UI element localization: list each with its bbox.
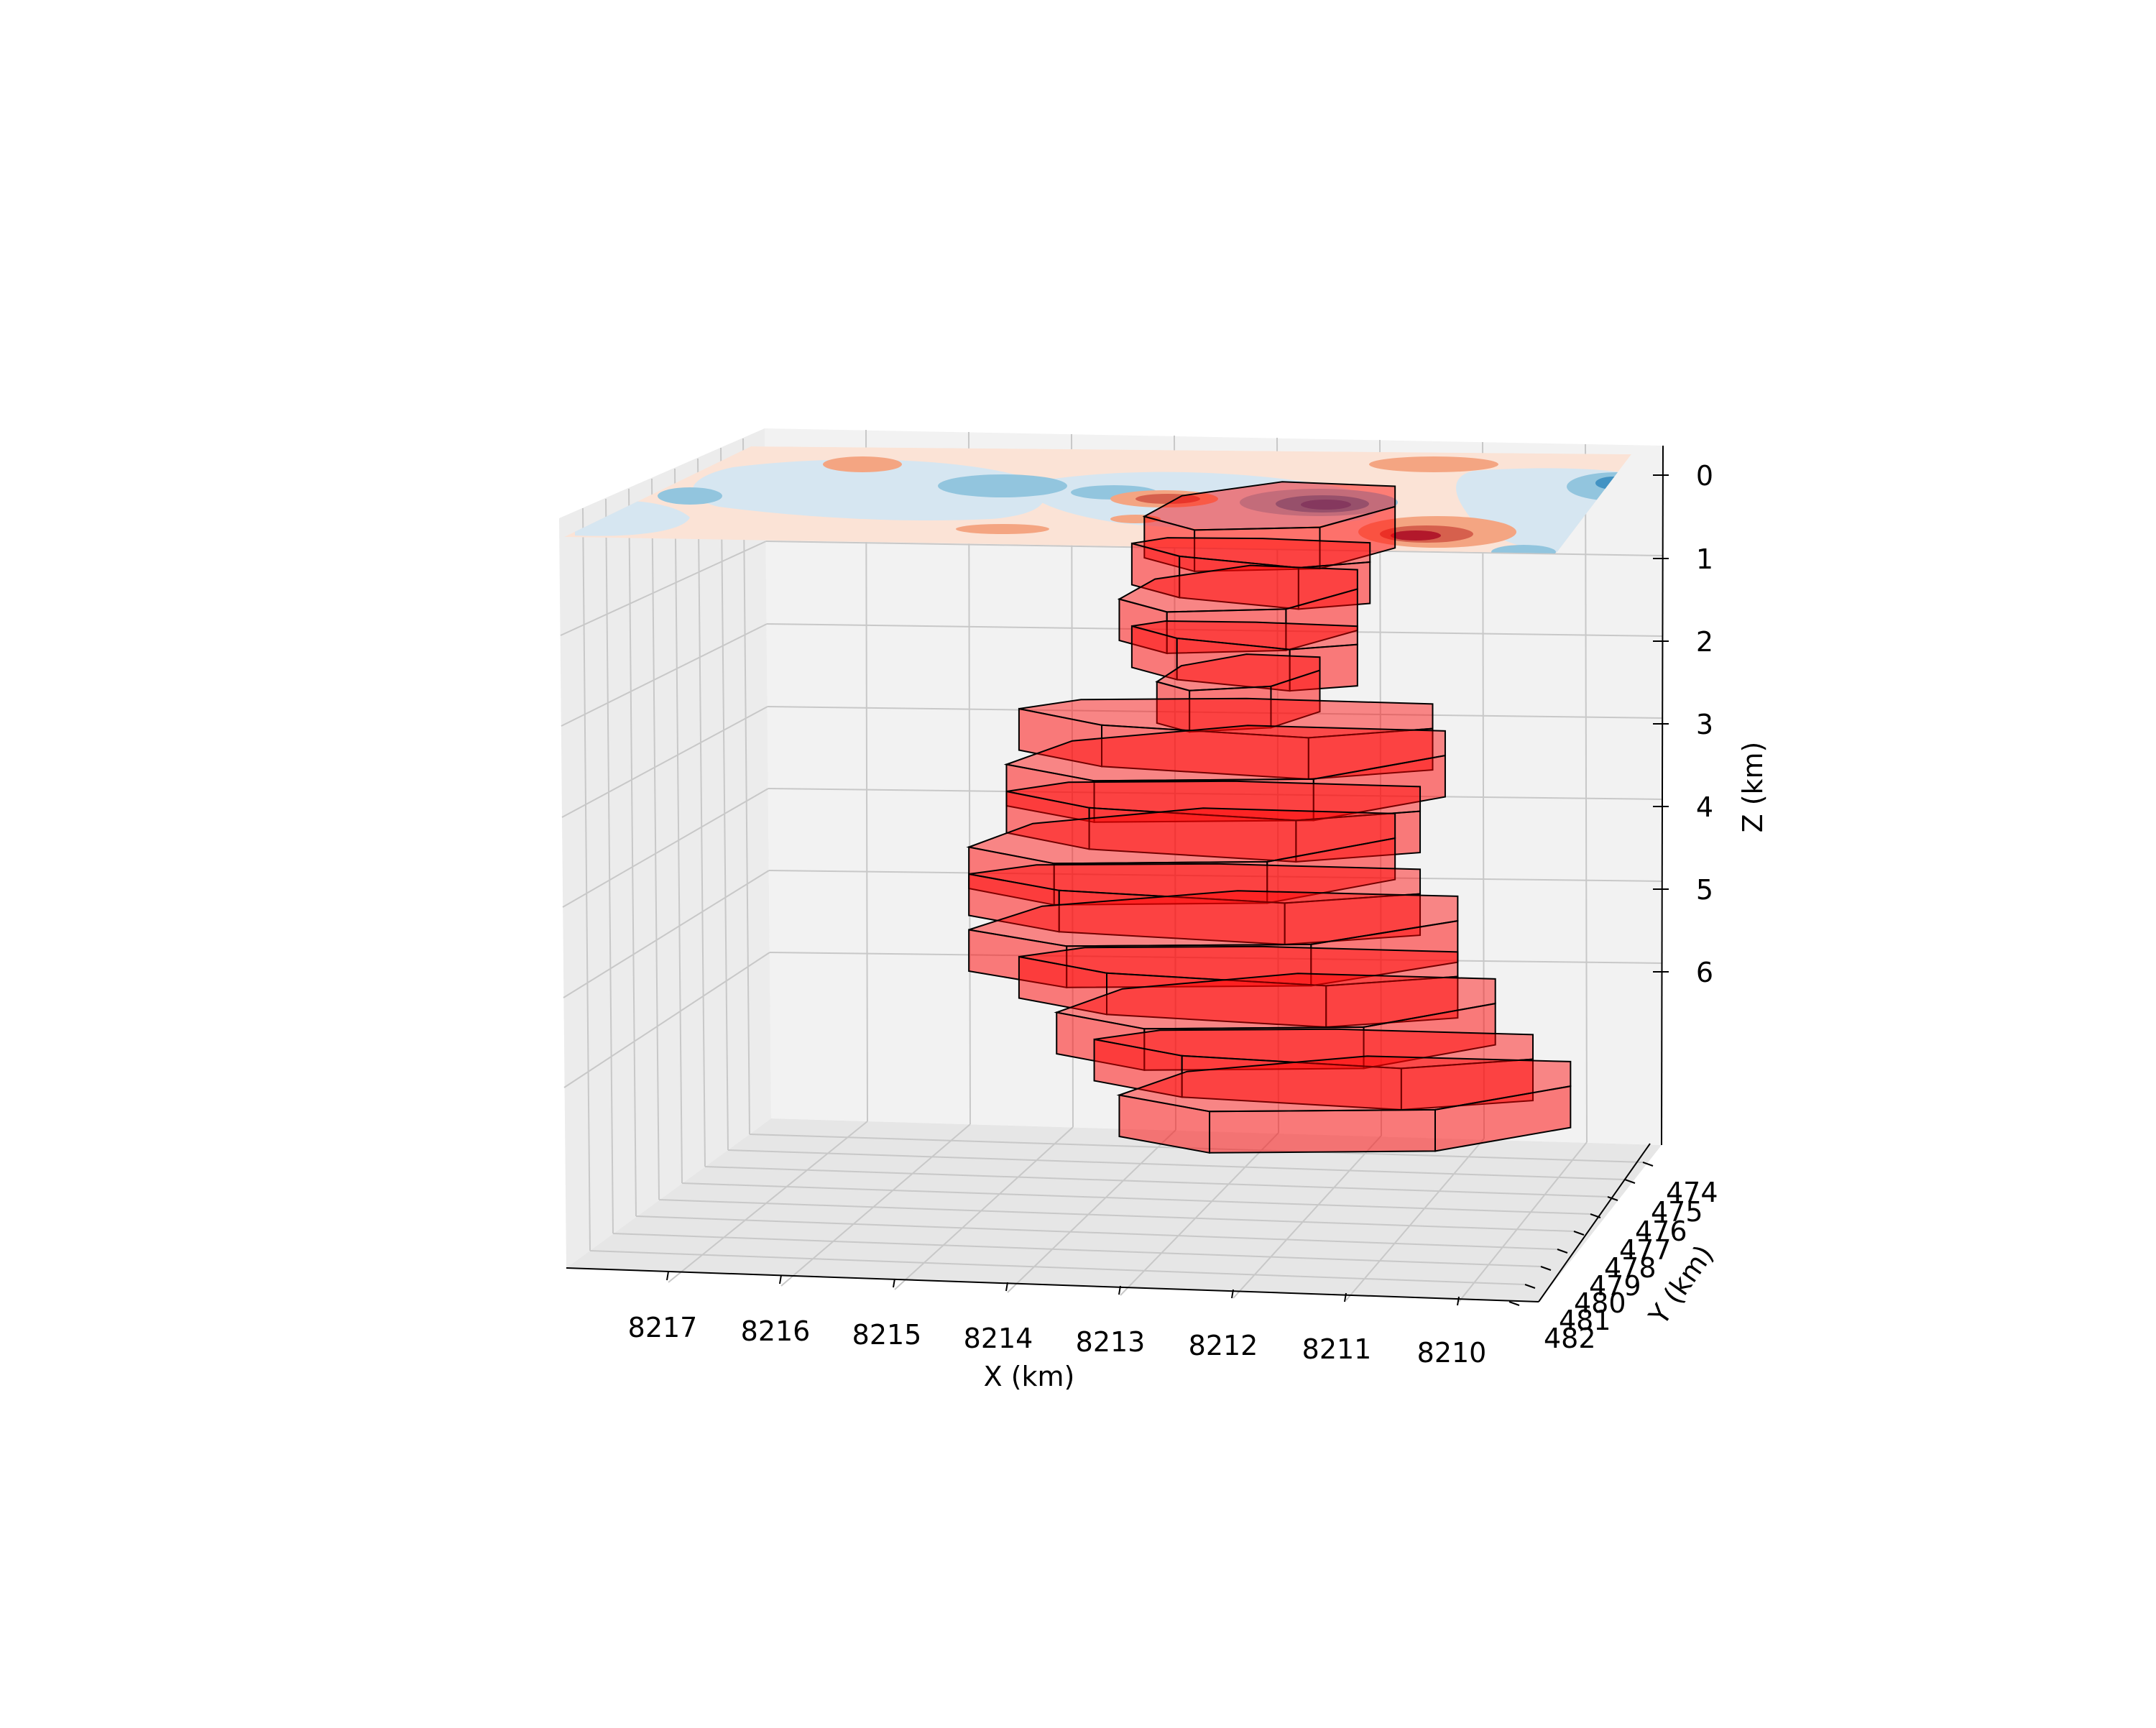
prism	[1093, 1028, 1534, 1111]
prism	[1155, 653, 1321, 733]
z-tick-label: 2	[1696, 626, 1713, 658]
prism	[968, 863, 1422, 945]
y-tick-label: 475	[1651, 1196, 1703, 1228]
prism-side-face	[1266, 837, 1396, 904]
z-axis-line	[1661, 445, 1664, 1146]
axis-lines	[566, 445, 1664, 1302]
x-tick-label: 8211	[1302, 1333, 1372, 1365]
prism-stack	[966, 481, 1572, 1154]
x-axis-title: X (km)	[984, 1361, 1075, 1392]
y-tick-label: 479	[1589, 1270, 1641, 1302]
z-tick-label: 5	[1696, 874, 1713, 906]
y-tick-label: 481	[1559, 1305, 1611, 1336]
y-axis-line	[1538, 1143, 1651, 1302]
x-tick-label: 8213	[1076, 1326, 1146, 1358]
z-tick-label: 1	[1696, 543, 1713, 575]
y-tick-label: 482	[1544, 1323, 1596, 1354]
floor-pane	[566, 1118, 1662, 1302]
prism	[1117, 564, 1358, 655]
x-tick-labels: 8217 8216 8215 8214 8213 8212 8211 8210	[628, 1312, 1487, 1369]
prism-side-face	[1363, 1002, 1496, 1070]
prism	[1018, 945, 1459, 1028]
x-tick-label: 8216	[741, 1315, 811, 1347]
y-tick-label: 476	[1635, 1215, 1687, 1247]
prism-side-face	[1434, 1085, 1572, 1152]
y-tick-label: 478	[1604, 1252, 1657, 1284]
z-tick-label: 3	[1696, 709, 1713, 740]
z-axis-title: Z (km)	[1737, 742, 1769, 833]
x-tick-label: 8215	[852, 1319, 922, 1351]
prism-side-face	[1312, 754, 1446, 822]
z-tick-label: 0	[1696, 460, 1713, 492]
prism-side-face	[1319, 505, 1396, 570]
y-tick-label: 474	[1666, 1177, 1718, 1208]
prism-side-face	[1209, 1108, 1436, 1154]
x-tick-label: 8217	[628, 1312, 698, 1343]
prism	[966, 807, 1396, 906]
y-tick-labels: 474 475 476 477 478 479 480 481 482	[1544, 1177, 1718, 1354]
x-tick-label: 8212	[1189, 1330, 1258, 1361]
prism-side-face	[1270, 669, 1321, 729]
z-tick-label: 4	[1696, 791, 1713, 823]
x-axis-line	[566, 1267, 1539, 1302]
tick-marks	[666, 474, 1669, 1306]
y-tick-label: 480	[1574, 1287, 1626, 1319]
x-tick-label: 8210	[1417, 1337, 1487, 1369]
prism	[1116, 1055, 1572, 1154]
z-tick-label: 6	[1696, 957, 1713, 988]
x-tick-label: 8214	[964, 1323, 1033, 1354]
z-tick-labels: 0 1 2 3 4 5 6	[1696, 460, 1713, 988]
y-tick-label: 477	[1619, 1234, 1672, 1266]
prism	[1005, 780, 1422, 863]
